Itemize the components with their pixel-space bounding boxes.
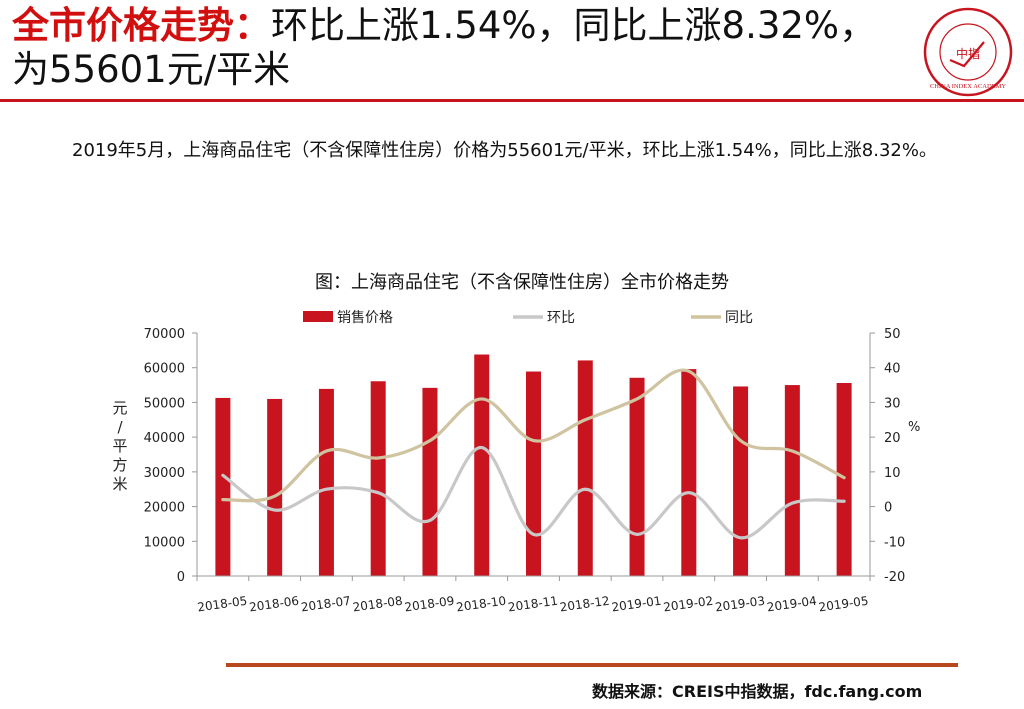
x-tick-label: 2018-06 (248, 594, 300, 615)
legend-swatch (303, 311, 333, 322)
price-trend-chart: 图：上海商品住宅（不含保障性住房）全市价格走势 销售价格 环比 同比 0 10000 2… (112, 272, 920, 615)
chart-title: 图：上海商品住宅（不含保障性住房）全市价格走势 (315, 272, 729, 293)
right-tick-label: 50 (884, 327, 901, 342)
x-tick-label: 2018-12 (559, 594, 611, 615)
right-tick-label: 20 (884, 431, 901, 446)
left-tick-label: 10000 (144, 535, 185, 550)
x-tick-label: 2019-03 (714, 594, 766, 615)
x-tick-label: 2019-02 (662, 594, 714, 615)
legend-label: 环比 (547, 310, 575, 326)
x-tick-label: 2019-04 (766, 594, 818, 615)
price-bar (836, 382, 852, 576)
left-tick-label: 70000 (144, 327, 185, 342)
left-tick-label: 30000 (144, 466, 185, 481)
chart-legend: 销售价格 环比 同比 (303, 310, 753, 326)
right-tick-label: -10 (884, 535, 905, 550)
x-tick-label: 2018-07 (300, 594, 352, 615)
price-bar (215, 397, 231, 576)
price-bar (422, 387, 438, 576)
data-source: 数据来源：CREIS中指数据，fdc.fang.com (592, 682, 923, 701)
price-bar (370, 381, 386, 576)
x-tick-label: 2018-08 (352, 594, 404, 615)
price-bar (629, 377, 645, 576)
price-bar (526, 371, 541, 576)
price-bar (681, 369, 697, 576)
right-tick-label: 0 (884, 501, 892, 516)
left-tick-label: 60000 (144, 362, 185, 377)
header: 全市价格走势：环比上涨1.54%，同比上涨8.32%，为55601元/平米 (12, 4, 912, 92)
price-bar (474, 354, 490, 576)
china-index-academy-logo: CHINA INDEX ACADEMY 中指 (923, 7, 1013, 97)
right-axis-label: % (908, 420, 920, 435)
left-tick-label: 40000 (144, 431, 185, 446)
page-title: 全市价格走势：环比上涨1.54%，同比上涨8.32%，为55601元/平米 (12, 4, 912, 92)
right-tick-label: 30 (884, 396, 901, 411)
logo-text: CHINA INDEX ACADEMY (930, 83, 1007, 90)
footer-rule (226, 663, 958, 667)
right-tick-label: 10 (884, 466, 901, 481)
left-axis-label: 元/平方米 (112, 399, 127, 493)
right-axis: -20 -10 0 10 20 30 40 50% (869, 327, 920, 585)
x-tick-label: 2018-10 (455, 594, 507, 615)
left-axis: 0 10000 20000 30000 40000 50000 60000 70000 元/平方… (112, 327, 198, 585)
x-tick-label: 2019-01 (611, 594, 663, 615)
price-bar (267, 398, 283, 576)
bar-series (215, 354, 852, 576)
legend-label: 销售价格 (337, 310, 393, 326)
left-tick-label: 50000 (144, 396, 185, 411)
x-tick-label: 2019-05 (818, 594, 870, 615)
right-tick-label: 40 (884, 362, 901, 377)
header-rule (0, 99, 1024, 102)
title-accent: 全市价格走势： (12, 4, 271, 47)
x-tick-label: 2018-09 (404, 594, 456, 615)
price-bar (577, 360, 593, 576)
price-bar (318, 388, 334, 576)
mom-line (221, 445, 846, 540)
yoy-line (221, 368, 846, 503)
x-tick-label: 2018-05 (197, 594, 249, 615)
summary-text: 2019年5月，上海商品住宅（不含保障性住房）价格为55601元/平米，环比上涨… (72, 140, 937, 161)
x-tick-label: 2018-11 (507, 594, 559, 615)
right-tick-label: -20 (884, 570, 905, 585)
logo-center-text: 中指 (956, 46, 980, 61)
legend-label: 同比 (725, 310, 753, 326)
line-series (221, 368, 846, 540)
title-rest: 环比上涨1.54%，同比上涨8.32%，为55601元/平米 (12, 4, 877, 91)
left-tick-label: 20000 (144, 501, 185, 516)
price-bar (733, 386, 749, 576)
price-bar (784, 385, 800, 576)
x-axis: 2018-05 2018-06 2018-07 2018-08 2018-09 2018-… (196, 575, 871, 615)
left-tick-label: 0 (177, 570, 185, 585)
summary-paragraph: 2019年5月，上海商品住宅（不含保障性住房）价格为55601元/平米，环比上涨… (38, 132, 998, 170)
